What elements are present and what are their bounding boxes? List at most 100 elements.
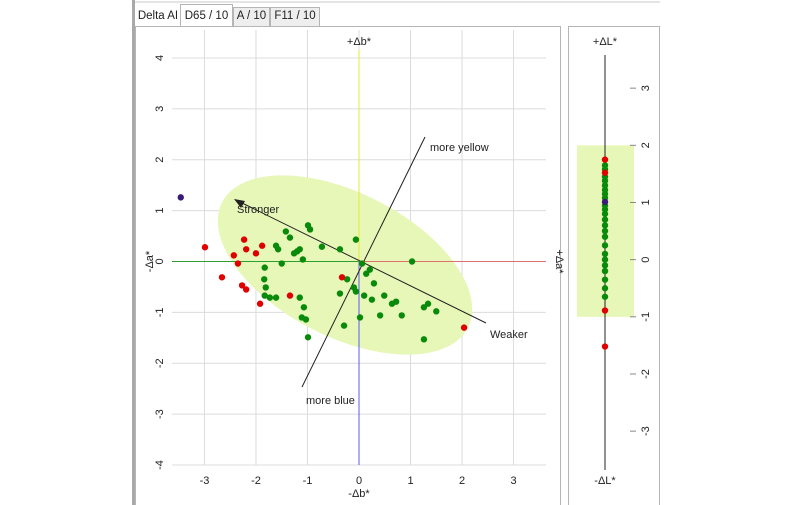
- x-tick-label: 1: [407, 475, 413, 487]
- y-tick-label: 4: [154, 55, 166, 61]
- data-point: [601, 177, 609, 184]
- x-tick-label: 0: [356, 475, 362, 487]
- data-point: [601, 262, 609, 269]
- tab[interactable]: F11 / 10: [270, 7, 320, 27]
- data-point: [282, 228, 290, 235]
- data-point: [256, 300, 264, 307]
- data-point: [601, 206, 609, 213]
- data-point: [304, 334, 312, 341]
- data-point: [398, 312, 405, 319]
- axis-label-top: +ΔL*: [593, 36, 618, 48]
- data-point: [258, 242, 266, 249]
- x-tick-label: 3: [510, 475, 516, 487]
- x-tick-label: -3: [200, 475, 210, 487]
- data-point: [336, 246, 344, 253]
- y-tick-label: -2: [154, 358, 166, 368]
- tab-label: A / 10: [237, 10, 266, 22]
- y-tick-label: 3: [154, 106, 166, 112]
- data-point: [601, 256, 609, 263]
- data-point: [177, 194, 184, 201]
- axis-label-bottom: -ΔL*: [594, 475, 616, 487]
- tab-label: F11 / 10: [274, 10, 315, 22]
- x-tick-label: -2: [251, 475, 261, 487]
- annotation: more yellow: [430, 142, 489, 154]
- data-point: [601, 276, 609, 283]
- axis-label-bottom: -Δb*: [348, 488, 370, 500]
- data-point: [261, 276, 268, 283]
- tab-label: D65 / 10: [185, 10, 228, 22]
- x-tick-label: 2: [459, 475, 465, 487]
- data-point: [363, 270, 370, 277]
- data-point: [306, 226, 314, 233]
- data-point: [261, 264, 268, 271]
- y-tick-label: -1: [154, 307, 166, 317]
- axis-label-top: +Δb*: [347, 36, 372, 48]
- data-point: [360, 292, 368, 299]
- y-tick-label: -3: [154, 409, 166, 419]
- data-point: [201, 244, 209, 251]
- arrow-head: [234, 199, 245, 208]
- data-point: [601, 285, 609, 292]
- data-point: [274, 246, 282, 253]
- data-point: [230, 252, 238, 259]
- data-point: [242, 286, 250, 293]
- annotation: Stronger: [237, 204, 280, 216]
- window-edge: [132, 0, 135, 505]
- data-point: [299, 256, 307, 263]
- data-point: [343, 276, 351, 283]
- side-chart: -3 -2 -1 0 1 2 3 +ΔL* -ΔL*: [577, 36, 652, 487]
- data-point: [262, 284, 269, 291]
- tab-background: [136, 7, 180, 27]
- tab-bar: Delta AI D65 / 10 A / 10 F11 / 10: [136, 4, 320, 27]
- axis-label-right: +Δa*: [553, 249, 565, 274]
- data-point: [601, 293, 609, 300]
- data-point: [352, 236, 360, 243]
- tab[interactable]: D65 / 10: [180, 4, 233, 27]
- y-tick-label: -3: [640, 426, 652, 436]
- data-point: [381, 292, 388, 299]
- y-tick-label: -2: [640, 369, 652, 379]
- axis-label-left: -Δa*: [144, 250, 156, 272]
- data-point: [356, 314, 364, 321]
- data-point: [601, 216, 609, 223]
- tab[interactable]: A / 10: [233, 7, 270, 27]
- tab[interactable]: Delta AI: [136, 7, 180, 27]
- y-tick-label: 1: [640, 199, 652, 205]
- data-point: [433, 308, 440, 315]
- tolerance-ellipse: [217, 175, 473, 355]
- data-point: [272, 294, 280, 301]
- data-point: [240, 236, 248, 243]
- data-point: [601, 267, 609, 275]
- data-point: [352, 288, 360, 295]
- data-point: [252, 250, 260, 257]
- y-tick-label: 3: [640, 85, 652, 91]
- y-tick-label: 0: [154, 258, 166, 264]
- data-point: [601, 233, 609, 240]
- data-point: [392, 298, 400, 305]
- data-point: [266, 294, 274, 301]
- data-point: [601, 198, 609, 206]
- data-point: [601, 227, 609, 235]
- data-point: [601, 307, 609, 314]
- y-tick-label: -1: [640, 312, 652, 322]
- annotation: more blue: [306, 395, 355, 407]
- y-tick-label: 0: [640, 257, 652, 263]
- data-point: [300, 304, 308, 311]
- data-point: [296, 294, 303, 301]
- data-point: [370, 280, 378, 287]
- data-point: [376, 312, 384, 319]
- data-point: [601, 156, 609, 163]
- data-point: [601, 210, 609, 218]
- data-point: [601, 242, 609, 249]
- data-point: [296, 246, 303, 253]
- data-point: [601, 182, 609, 189]
- main-chart: -3 -2 -1 0 1 2 3 -4 -3 -2 -1 0 1 2 3 4 +Δb* -Δb* -Δa* +Δa* m…: [144, 30, 565, 500]
- data-point: [368, 296, 376, 303]
- y-tick-label: 2: [154, 157, 166, 163]
- data-point: [601, 343, 609, 350]
- y-tick-label: -4: [154, 460, 166, 470]
- data-point: [218, 274, 226, 281]
- y-tick-label: 2: [640, 142, 652, 148]
- tab-label: Delta AI: [138, 10, 178, 22]
